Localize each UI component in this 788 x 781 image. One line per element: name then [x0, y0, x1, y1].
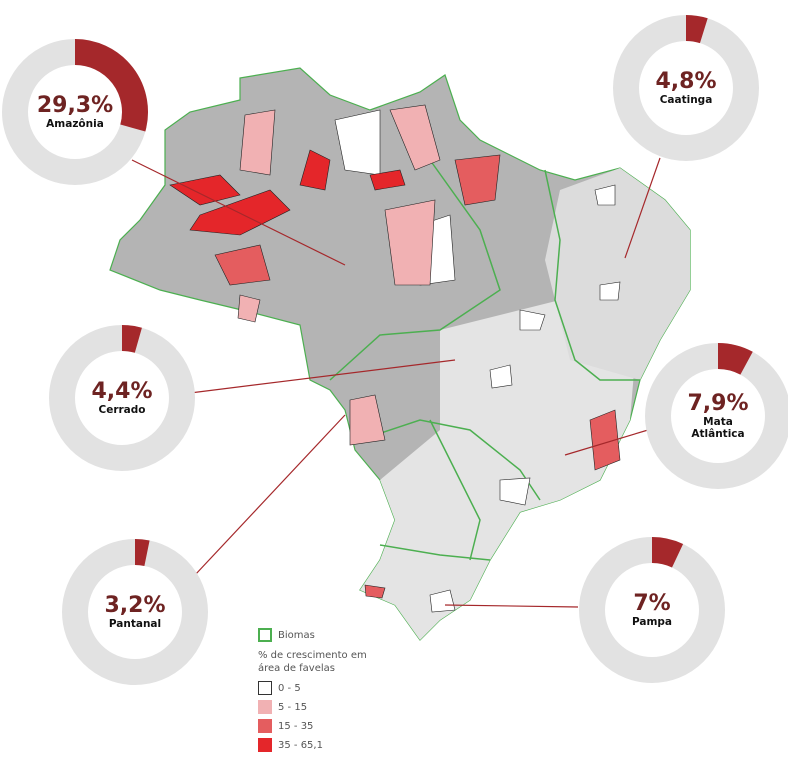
donut-percentage: 4,4%	[91, 379, 153, 404]
donut-biome-name: Cerrado	[98, 404, 146, 416]
donut-biome-name: Pantanal	[108, 618, 162, 630]
brazil-map	[109, 67, 691, 641]
municipality-highlights	[169, 104, 621, 613]
legend-class-label: 0 - 5	[278, 682, 301, 694]
donut-percentage: 7%	[633, 591, 671, 616]
legend-class: 5 - 15	[258, 699, 378, 715]
donut-slice-caatinga	[685, 15, 708, 44]
donut-label-amazonia: 29,3% Amazônia	[5, 93, 145, 131]
northeast-dense-area	[545, 168, 690, 380]
leader-line-caatinga	[624, 157, 661, 259]
legend-class: 15 - 35	[258, 718, 378, 734]
legend-swatch	[258, 700, 272, 714]
donut-label-pantanal: 3,2% Pantanal	[65, 593, 205, 631]
southeast-dense-area	[360, 300, 640, 640]
donut-biome-name: Pampa	[631, 616, 673, 628]
legend-biomes: Biomas	[258, 627, 378, 643]
donut-percentage: 7,9%	[687, 391, 749, 416]
donut-percentage: 4,8%	[655, 69, 717, 94]
donut-label-pampa: 7% Pampa	[582, 591, 722, 629]
donut-slice-pantanal	[134, 539, 150, 567]
donut-label-mata-atlantica: 7,9% Mata Atlântica	[648, 391, 788, 441]
legend-class: 35 - 65,1	[258, 737, 378, 753]
donut-percentage: 3,2%	[104, 593, 166, 618]
donut-slice-pampa	[651, 537, 684, 568]
donut-biome-name: Caatinga	[659, 94, 713, 106]
donut-percentage: 29,3%	[36, 93, 114, 118]
donut-charts	[2, 15, 788, 685]
leader-line-cerrado	[189, 359, 456, 394]
leader-line-amazonia	[131, 159, 346, 266]
legend-class-label: 35 - 65,1	[278, 739, 323, 751]
donut-slice-amazonia	[74, 39, 148, 132]
biome-swatch	[258, 628, 272, 642]
legend-biomes-label: Biomas	[278, 629, 315, 641]
donut-label-caatinga: 4,8% Caatinga	[616, 69, 756, 107]
legend-class: 0 - 5	[258, 680, 378, 696]
leader-lines	[131, 157, 661, 608]
donut-slice-mata-atlantica	[717, 343, 753, 375]
legend-swatch	[258, 738, 272, 752]
legend-title: % de crescimento em área de favelas	[258, 650, 367, 674]
donut-biome-name: Mata Atlântica	[691, 416, 745, 440]
donut-slice-cerrado	[121, 325, 142, 353]
donut-label-cerrado: 4,4% Cerrado	[52, 379, 192, 417]
leader-line-mata-atlantica	[564, 429, 649, 456]
legend-class-label: 5 - 15	[278, 701, 308, 713]
leader-line-pampa	[444, 604, 579, 608]
legend-class-label: 15 - 35	[278, 720, 314, 732]
legend: Biomas % de crescimento em área de favel…	[258, 627, 378, 756]
donut-biome-name: Amazônia	[46, 118, 104, 130]
legend-swatch	[258, 681, 272, 695]
legend-swatch	[258, 719, 272, 733]
leader-line-pantanal	[194, 414, 346, 576]
